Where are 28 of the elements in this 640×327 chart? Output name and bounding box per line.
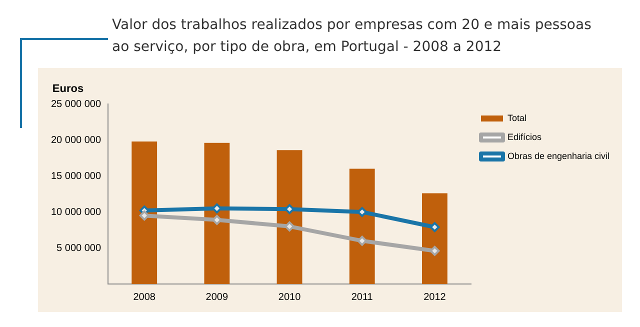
point (284, 221, 295, 232)
x-tick-label: 2009 (206, 292, 228, 303)
y-axis-title: Euros (52, 83, 84, 95)
point (430, 222, 440, 232)
bar (422, 193, 448, 284)
legend-label: Obras de engenharia civil (508, 150, 610, 161)
bar (132, 141, 158, 284)
y-tick-label: 15 000 000 (50, 170, 102, 182)
point (357, 207, 368, 217)
point (284, 204, 295, 214)
bar (349, 168, 375, 284)
y-tick-label: 25 000 000 (50, 98, 102, 110)
legend-label: Total (508, 112, 527, 123)
y-tick-label: 20 000 000 (50, 134, 102, 146)
legend-label: Edifícios (508, 132, 542, 142)
bar (276, 150, 302, 284)
point (357, 236, 368, 246)
x-tick-label: 2008 (133, 292, 156, 303)
point (430, 246, 440, 256)
bar (204, 142, 230, 284)
point (212, 214, 222, 225)
point (139, 210, 150, 221)
y-tick-label: 10 000 000 (50, 206, 102, 218)
y-tick-label: 5 000 000 (56, 242, 102, 254)
x-tick-label: 2011 (351, 292, 374, 303)
x-tick-label: 2010 (278, 292, 302, 303)
x-tick-label: 2012 (424, 292, 446, 303)
chart-title: Valor dos trabalhos realizados por empresas com 20 e mais pessoas ao serviço, por tipo de obra, em Portugal - 2008 a 2012 (112, 16, 592, 57)
